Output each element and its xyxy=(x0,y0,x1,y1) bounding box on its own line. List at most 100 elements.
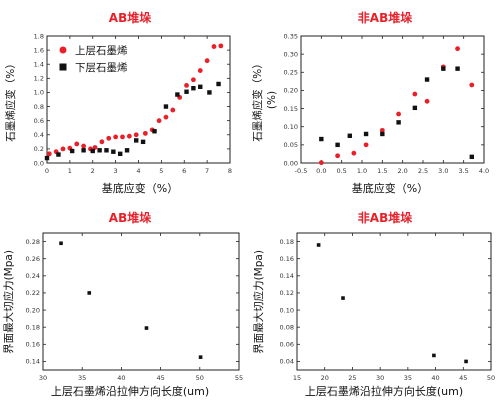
x-tick-label: 40 xyxy=(431,374,439,382)
y-tick-label: 1.4 xyxy=(34,61,44,69)
y-tick-label: 0.6 xyxy=(34,117,44,125)
data-point-circle xyxy=(455,46,460,52)
data-point-square xyxy=(335,142,340,148)
data-point-square xyxy=(191,86,196,91)
x-tick-label: 7 xyxy=(205,167,209,175)
x-tick-label: 25 xyxy=(348,374,356,382)
data-point-circle xyxy=(133,132,139,138)
x-tick-label: -0.5 xyxy=(295,167,308,175)
chart-panel-nonab-shear: 非AB堆垛 15 20 25 30 35 40 45 50 0.04 0.06 0.08 0.10 0.1… xyxy=(250,202,500,405)
y-tick-label: 0.35 xyxy=(284,32,298,40)
data-point-square xyxy=(316,243,321,247)
data-point-square xyxy=(97,148,102,153)
x-tick-label: 0 xyxy=(45,167,49,175)
data-point-square xyxy=(44,155,50,161)
data-point-square xyxy=(184,89,189,94)
data-point-square xyxy=(144,326,149,330)
x-tick-label: 45 xyxy=(156,374,164,382)
x-tick-label: 3 xyxy=(114,167,118,175)
y-tick-label: 0.08 xyxy=(280,323,294,331)
y-tick-label: 0.15 xyxy=(284,105,298,113)
data-point-circle xyxy=(335,153,340,159)
x-tick-label: 50 xyxy=(196,374,204,382)
y-tick-label: 0.25 xyxy=(284,69,298,77)
x-tick-label: 45 xyxy=(459,374,467,382)
y-tick-label: 0.16 xyxy=(280,255,294,263)
data-point-circle xyxy=(412,91,418,97)
data-point-circle xyxy=(126,133,132,139)
x-tick-label: 4 xyxy=(136,167,140,175)
y-tick-label: 0.28 xyxy=(26,238,40,246)
y-tick-label: 1.8 xyxy=(34,32,44,40)
data-point-circle xyxy=(113,134,119,140)
x-tick-label: 0.0 xyxy=(316,167,326,175)
y-tick-label: 0.24 xyxy=(26,272,40,280)
chart-ab-shear-svg: AB堆垛 30 35 40 45 50 55 0.14 0.16 0.18 0.20 0.22 0.24… xyxy=(2,210,243,398)
y-tick-label: 0.20 xyxy=(26,306,40,314)
x-tick-label: 55 xyxy=(235,374,243,382)
y-tick-label: 0.26 xyxy=(26,255,40,263)
data-point-square xyxy=(464,359,468,364)
data-point-square xyxy=(216,81,221,87)
plot-frame xyxy=(296,232,492,371)
data-point-square xyxy=(347,133,352,138)
legend-label: 上层石墨烯 xyxy=(75,44,128,57)
data-point-square xyxy=(432,353,436,358)
data-point-square xyxy=(198,84,203,89)
data-point-circle xyxy=(120,134,125,140)
data-point-square xyxy=(441,66,446,71)
data-point-square xyxy=(412,105,418,111)
legend-marker-circle xyxy=(59,46,67,54)
data-point-square xyxy=(319,136,324,142)
data-point-square xyxy=(90,148,95,154)
data-point-circle xyxy=(163,114,169,120)
y-tick-label: 0.4 xyxy=(34,131,44,139)
data-point-circle xyxy=(46,151,52,157)
data-point-circle xyxy=(363,142,369,148)
x-tick-label: 50 xyxy=(487,374,495,382)
data-point-circle xyxy=(74,141,80,147)
data-point-square xyxy=(118,151,123,157)
data-point-circle xyxy=(469,82,475,88)
data-point-square xyxy=(198,355,203,359)
data-point-circle xyxy=(351,150,357,156)
data-point-circle xyxy=(170,107,176,113)
x-axis-label: 基底应变（%） xyxy=(352,181,428,195)
data-point-square xyxy=(469,154,474,160)
data-point-circle xyxy=(197,68,203,73)
data-point-circle xyxy=(81,143,86,149)
data-point-square xyxy=(396,120,401,125)
plot-frame xyxy=(42,232,240,371)
data-point-square xyxy=(163,104,169,109)
y-tick-label: 0.18 xyxy=(26,323,40,331)
x-tick-label: 1.5 xyxy=(377,167,387,175)
legend-marker-square xyxy=(59,63,67,71)
chart-title: 非AB堆垛 xyxy=(358,210,412,225)
data-point-circle xyxy=(191,77,196,83)
y-tick-label: 0.20 xyxy=(284,87,298,95)
chart-panel-ab-shear: AB堆垛 30 35 40 45 50 55 0.14 0.16 0.18 0.20 0.22 0.24… xyxy=(0,202,250,405)
x-tick-label: 5 xyxy=(159,167,163,175)
y-axis-label: 石墨烯应变（%） xyxy=(251,58,264,141)
x-tick-label: 6 xyxy=(182,167,186,175)
data-point-circle xyxy=(92,145,98,150)
data-point-circle xyxy=(204,58,210,64)
x-tick-label: 20 xyxy=(321,374,329,382)
x-tick-label: 1 xyxy=(68,167,72,175)
chart-nonab-strain-svg: 非AB堆垛 -0.5 0.0 0.5 1.0 1.5 2.0 2.5 3.0 3.5 4.0 0.00… xyxy=(251,10,489,195)
y-tick-label: 0.0 xyxy=(34,159,44,167)
x-tick-label: 40 xyxy=(117,374,125,382)
data-point-circle xyxy=(106,135,112,141)
x-tick-label: 8 xyxy=(228,167,232,175)
data-point-circle xyxy=(142,130,148,136)
data-point-square xyxy=(207,90,212,95)
data-point-square xyxy=(56,152,61,157)
y-tick-label: 1.6 xyxy=(34,46,44,54)
chart-title: 非AB堆垛 xyxy=(358,10,412,25)
y-tick-label: 0.8 xyxy=(34,103,44,111)
data-point-square xyxy=(87,291,92,295)
x-tick-label: 4.0 xyxy=(479,167,489,175)
data-point-circle xyxy=(318,160,324,166)
y-tick-label: 0.10 xyxy=(280,306,294,314)
data-point-square xyxy=(175,92,180,97)
